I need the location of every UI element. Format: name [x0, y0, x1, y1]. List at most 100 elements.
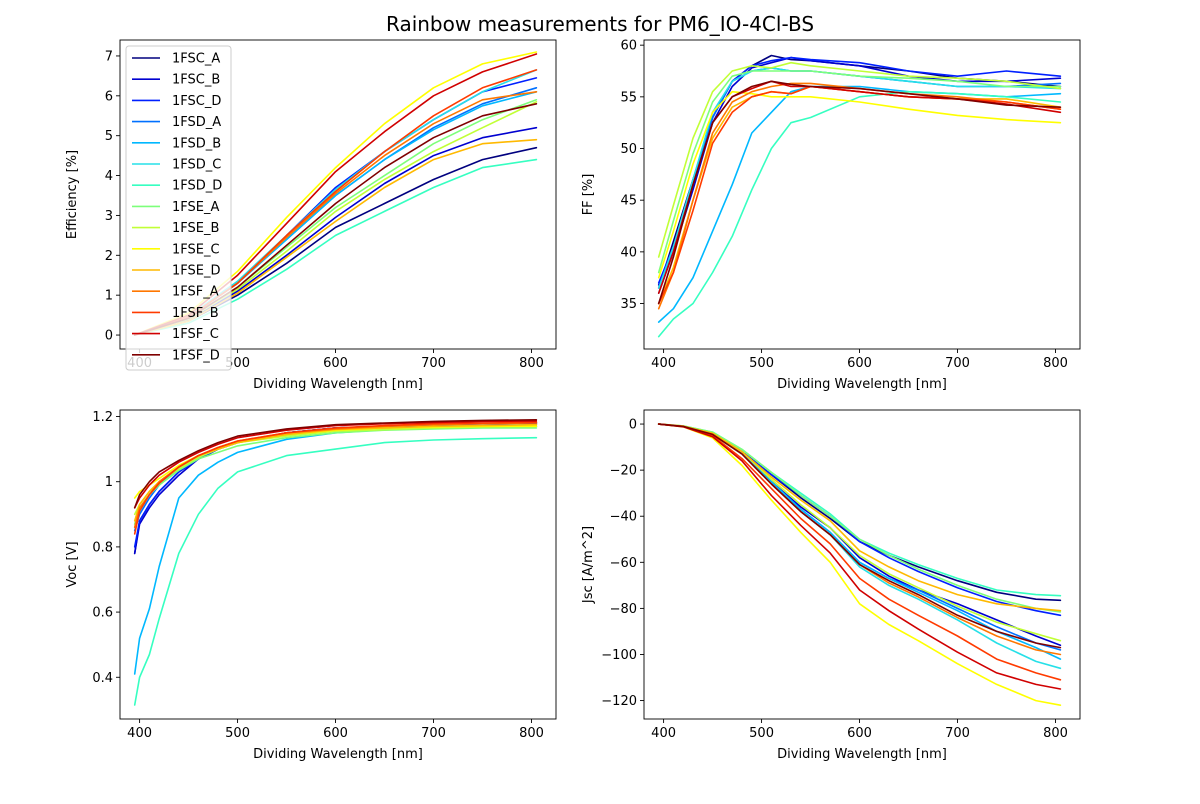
x-tick-label: 500 — [749, 356, 774, 371]
legend: 1FSC_A 1FSC_B 1FSC_D 1FSD_A 1FSD_B 1FSD_C 1FSD… — [125, 45, 232, 371]
y-tick-label: 1.2 — [92, 410, 113, 425]
chart-panel-voc: 400 500 600 700 800 0.4 0.6 0.8 1 1.2 Dividing Wav… — [65, 409, 557, 762]
x-tick-label: 800 — [519, 356, 544, 371]
series-line-1FSD_A — [657, 423, 1062, 651]
series-line-1FSF_D — [133, 418, 538, 509]
chart-panel-jsc: 400 500 600 700 800 0 −20 −40 −60 −80 −100 −120 Divi… — [581, 409, 1081, 762]
series-line-1FSE_A — [657, 70, 1062, 274]
figure-title: Rainbow measurements for PM6_IO-4Cl-BS — [385, 12, 815, 36]
y-tick-label: 5 — [105, 129, 113, 144]
series-line-1FSF_C — [657, 423, 1062, 690]
series-line-1FSF_C — [133, 420, 538, 509]
series-line-1FSF_D — [657, 423, 1062, 649]
legend-label-1FSF_D: 1FSF_D — [172, 348, 220, 363]
y-tick-label: 40 — [620, 245, 637, 260]
legend-label-1FSF_C: 1FSF_C — [172, 327, 219, 342]
y-tick-label: −20 — [610, 464, 637, 479]
y-tick-label: 2 — [105, 249, 113, 264]
chart-panel-efficiency: 40050060070080001234567Dividing Waveleng… — [65, 39, 557, 392]
x-tick-label: 700 — [945, 726, 970, 741]
series-line-1FSD_D — [657, 90, 1062, 338]
y-tick-label: 60 — [620, 39, 637, 54]
y-tick-label: 0.4 — [92, 671, 113, 686]
legend-label-1FSD_B: 1FSD_B — [172, 136, 221, 151]
y-tick-label: 0 — [629, 418, 637, 433]
y-tick-label: −100 — [601, 648, 637, 663]
y-tick-label: 0.6 — [92, 606, 113, 621]
legend-label-1FSD_C: 1FSD_C — [172, 158, 221, 173]
series-line-1FSF_D — [657, 80, 1062, 305]
x-tick-label: 600 — [323, 356, 348, 371]
y-tick-label: 50 — [620, 142, 637, 157]
x-tick-label: 400 — [651, 356, 676, 371]
legend-box — [125, 45, 232, 371]
x-tick-label: 400 — [127, 726, 152, 741]
y-tick-label: 1 — [105, 289, 113, 304]
legend-label-1FSC_B: 1FSC_B — [172, 73, 220, 88]
series-line-1FSE_D — [133, 423, 538, 522]
legend-label-1FSF_A: 1FSF_A — [172, 285, 219, 300]
y-tick-label: 55 — [620, 90, 637, 105]
plot-frame — [119, 409, 557, 720]
y-tick-label: 4 — [105, 169, 113, 184]
legend-label-1FSC_A: 1FSC_A — [172, 52, 220, 67]
y-tick-label: 1 — [105, 475, 113, 490]
legend-label-1FSD_D: 1FSD_D — [172, 179, 222, 194]
series-line-1FSE_D — [657, 423, 1062, 612]
series-line-1FSE_A — [133, 427, 538, 525]
series-line-1FSC_A — [657, 423, 1062, 602]
y-tick-label: 0 — [105, 329, 113, 344]
x-tick-label: 800 — [1043, 726, 1068, 741]
y-tick-label: 0.8 — [92, 540, 113, 555]
x-axis-label: Dividing Wavelength [nm] — [253, 747, 423, 762]
series-line-1FSE_A — [657, 423, 1062, 613]
y-axis-label: Voc [V] — [65, 541, 80, 587]
legend-label-1FSD_A: 1FSD_A — [172, 115, 221, 130]
series-line-1FSC_B — [657, 423, 1062, 647]
y-tick-label: −80 — [610, 602, 637, 617]
series-line-1FSE_C — [657, 90, 1062, 279]
series-line-1FSC_A — [657, 54, 1062, 289]
y-axis-label: FF [%] — [581, 174, 596, 216]
x-tick-label: 400 — [651, 726, 676, 741]
x-axis-label: Dividing Wavelength [nm] — [777, 747, 947, 762]
series-line-1FSF_B — [133, 421, 538, 535]
series-line-1FSC_A — [133, 422, 538, 555]
series-line-1FSD_D — [133, 436, 538, 706]
x-axis-label: Dividing Wavelength [nm] — [777, 377, 947, 392]
series-line-1FSF_B — [657, 423, 1062, 681]
plot-frame — [643, 409, 1081, 720]
series-line-1FSD_B — [133, 425, 538, 675]
legend-label-1FSF_B: 1FSF_B — [172, 306, 219, 321]
x-axis-label: Dividing Wavelength [nm] — [253, 377, 423, 392]
legend-label-1FSE_A: 1FSE_A — [172, 200, 219, 215]
legend-label-1FSE_B: 1FSE_B — [172, 221, 219, 236]
series-line-1FSC_D — [657, 423, 1062, 617]
x-tick-label: 800 — [1043, 356, 1068, 371]
x-tick-label: 700 — [945, 356, 970, 371]
y-axis-label: Jsc [A/m^2] — [581, 526, 596, 604]
y-tick-label: −120 — [601, 694, 637, 709]
x-tick-label: 700 — [421, 726, 446, 741]
y-tick-label: 3 — [105, 209, 113, 224]
series-line-1FSD_D — [657, 423, 1062, 597]
y-tick-label: 45 — [620, 194, 637, 209]
x-tick-label: 600 — [847, 356, 872, 371]
series-line-1FSC_B — [133, 422, 538, 555]
series-line-1FSD_C — [657, 67, 1062, 289]
legend-label-1FSC_D: 1FSC_D — [172, 94, 221, 109]
series-line-1FSD_C — [133, 425, 538, 529]
x-tick-label: 500 — [225, 726, 250, 741]
y-tick-label: 35 — [620, 297, 637, 312]
legend-label-1FSE_D: 1FSE_D — [172, 264, 221, 279]
chart-panel-ff: 400 500 600 700 800 35 40 45 50 55 60 Dividing Wave… — [581, 39, 1081, 392]
series-line-1FSE_C — [657, 423, 1062, 707]
y-tick-label: −60 — [610, 556, 637, 571]
series-line-1FSC_D — [133, 422, 538, 548]
series-line-1FSF_A — [657, 82, 1062, 310]
y-tick-label: 6 — [105, 89, 113, 104]
series-line-1FSD_A — [133, 423, 538, 532]
plot-frame — [119, 39, 557, 350]
x-tick-label: 700 — [421, 356, 446, 371]
